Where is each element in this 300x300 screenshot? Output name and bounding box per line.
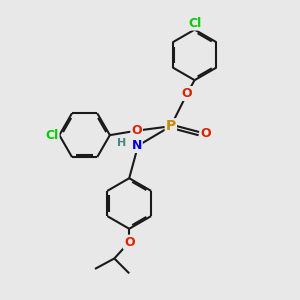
Text: P: P xyxy=(166,119,176,133)
Text: H: H xyxy=(117,138,126,148)
Text: Cl: Cl xyxy=(188,16,201,30)
Text: O: O xyxy=(200,127,211,140)
Text: O: O xyxy=(131,124,142,137)
Text: O: O xyxy=(124,236,134,249)
Text: Cl: Cl xyxy=(45,129,58,142)
Text: N: N xyxy=(131,139,142,152)
Text: O: O xyxy=(182,87,193,100)
